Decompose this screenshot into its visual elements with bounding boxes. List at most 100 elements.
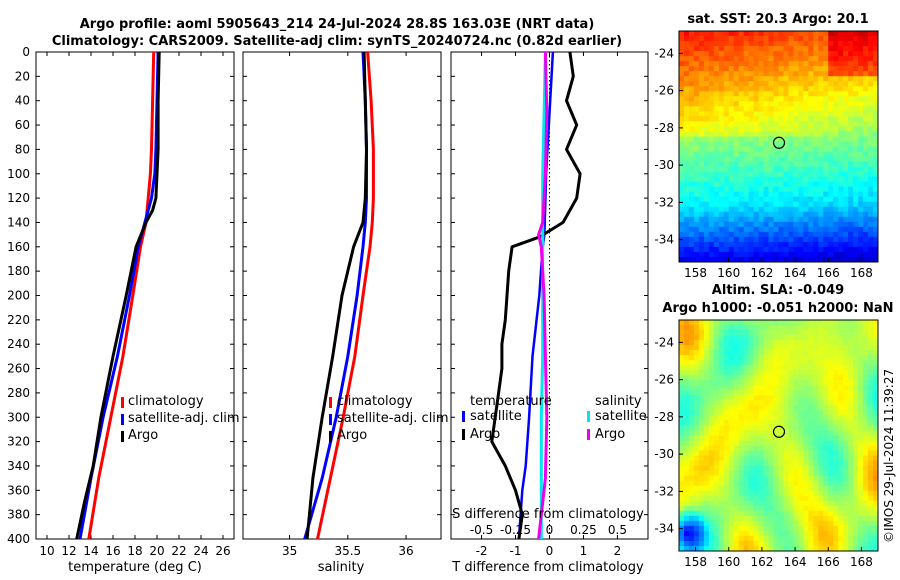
map-cell [868, 470, 874, 477]
map-cell [818, 216, 824, 223]
map-cell [783, 545, 789, 552]
sst-heatmap [679, 31, 879, 263]
map-cell [723, 151, 730, 157]
map-cell [713, 201, 720, 208]
map-cell [873, 515, 879, 522]
map-cell [758, 176, 764, 183]
map-cell [873, 380, 879, 386]
map-cell [773, 141, 779, 147]
map-cell [758, 166, 764, 173]
map-cell [718, 520, 725, 527]
map-cell [783, 256, 789, 263]
map-cell [873, 365, 879, 371]
map-cell [853, 325, 859, 331]
map-cell [753, 530, 760, 537]
map-cell [723, 545, 730, 552]
map-cell [748, 36, 755, 42]
map-cell [748, 545, 755, 552]
map-cell [803, 91, 809, 97]
map-cell [848, 495, 854, 502]
map-cell [733, 525, 740, 532]
map-cell [783, 535, 789, 542]
map-cell [763, 335, 769, 341]
map-cell [748, 460, 755, 467]
map-cell [868, 385, 874, 391]
map-cell [798, 475, 804, 482]
map-cell [788, 231, 794, 238]
map-cell [823, 211, 829, 218]
map-cell [783, 151, 789, 157]
map-cell [713, 111, 720, 117]
map-cell [813, 176, 819, 183]
map-cell [818, 400, 824, 406]
map-cell [683, 231, 690, 238]
map-cell [848, 251, 854, 258]
map-cell [778, 86, 784, 92]
map-cell [679, 345, 685, 351]
map-cell [778, 256, 784, 263]
map-cell [868, 121, 874, 127]
map-cell [783, 111, 789, 117]
climatology-line [87, 51, 156, 540]
map-cell [798, 176, 804, 183]
map-cell [728, 161, 735, 167]
map-cell [803, 485, 809, 492]
map-cell [679, 395, 685, 401]
map-cell [708, 186, 715, 193]
map-cell [773, 146, 779, 152]
map-cell [823, 345, 829, 351]
map-cell [833, 470, 839, 477]
map-cell [818, 246, 824, 253]
map-cell [708, 106, 715, 112]
map-cell [713, 156, 720, 162]
map-cell [838, 221, 844, 228]
map-cell [848, 545, 854, 552]
map-cell [823, 480, 829, 487]
map-cell [803, 111, 809, 117]
map-cell [728, 81, 735, 87]
map-cell [743, 141, 750, 147]
map-cell [778, 435, 784, 441]
map-cell [723, 320, 730, 326]
map-cell [808, 460, 814, 467]
map-cell [848, 330, 854, 336]
difference-legend: temperature satellite Argo salinity sate… [462, 394, 647, 442]
map-cell [778, 66, 784, 72]
map-cell [793, 111, 799, 117]
map-cell [748, 241, 755, 248]
map-cell [803, 545, 809, 552]
map-cell [783, 520, 789, 527]
map-cell [803, 495, 809, 502]
map-cell [848, 435, 854, 441]
map-cell [733, 101, 740, 107]
map-cell [718, 365, 725, 371]
map-cell [763, 355, 769, 361]
map-cell [813, 450, 819, 456]
map-cell [803, 425, 809, 431]
map-cell [683, 365, 690, 371]
map-cell [763, 181, 769, 188]
map-cell [768, 485, 774, 492]
map-cell [679, 116, 685, 122]
map-cell [833, 530, 839, 537]
map-cell [758, 96, 764, 102]
map-cell [753, 216, 760, 223]
map-cell [783, 106, 789, 112]
map-cell [858, 500, 864, 507]
map-cell [723, 530, 730, 537]
map-cell [773, 370, 779, 376]
map-cell [758, 455, 764, 462]
map-cell [728, 226, 735, 233]
map-cell [683, 31, 690, 37]
map-cell [728, 405, 735, 411]
map-cell [838, 430, 844, 436]
map-cell [688, 460, 695, 467]
map-cell [718, 76, 725, 82]
map-cell [753, 545, 760, 552]
map-cell [688, 206, 695, 213]
map-cell [728, 380, 735, 386]
map-cell [728, 56, 735, 62]
map-cell [773, 360, 779, 366]
map-cell [738, 420, 745, 426]
map-cell [773, 405, 779, 411]
